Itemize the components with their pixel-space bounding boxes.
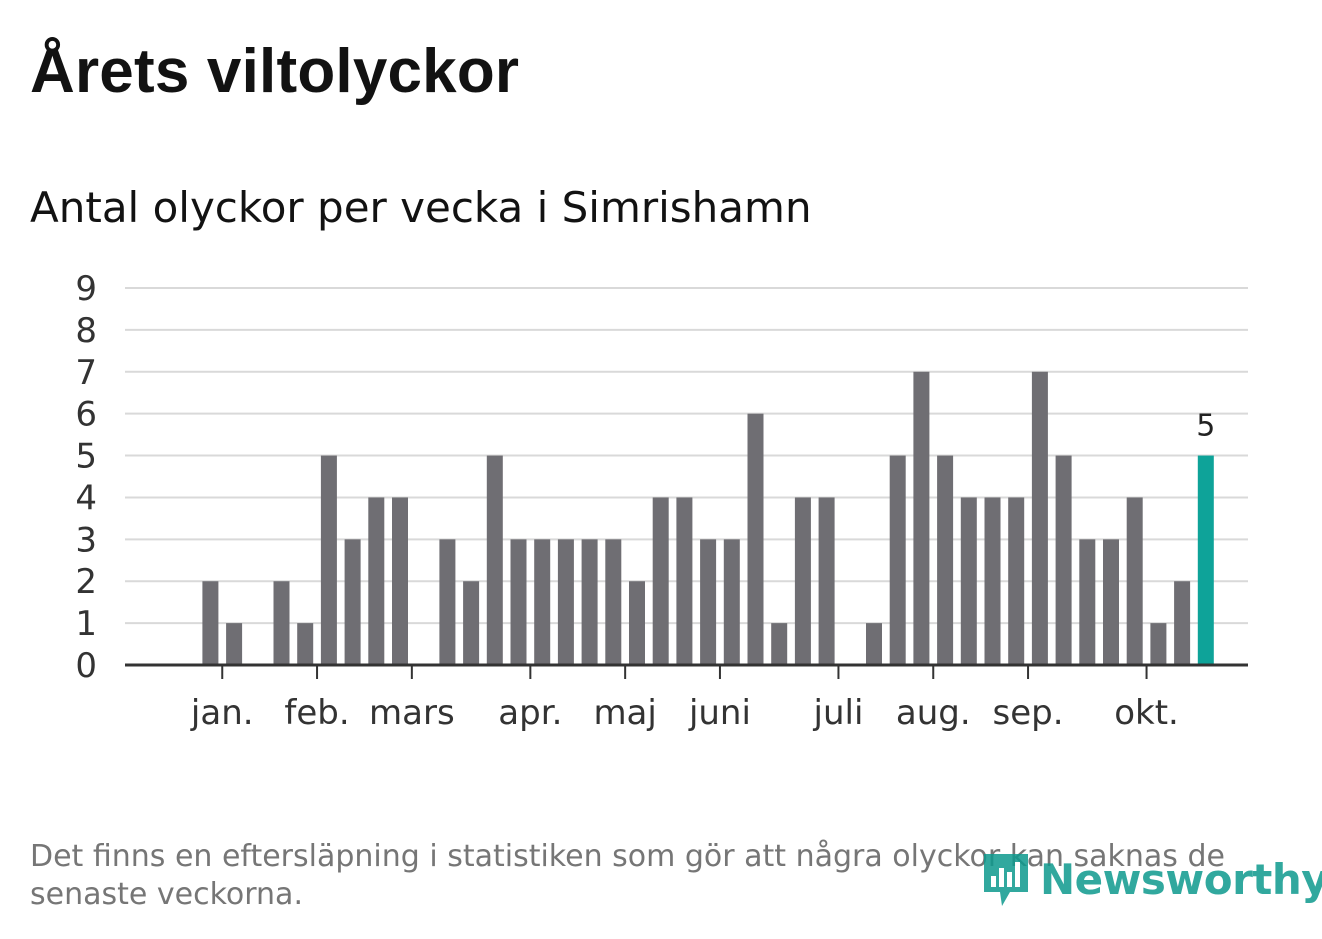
bar — [1055, 455, 1072, 665]
data-labels: 5 — [1196, 409, 1215, 444]
bar-highlighted — [1197, 455, 1214, 665]
logo-text: Newsworthy — [1040, 854, 1322, 904]
x-tick-label: okt. — [1114, 693, 1179, 733]
bar — [226, 623, 243, 665]
bar — [1174, 581, 1191, 665]
x-tick-label: apr. — [498, 693, 562, 733]
bar — [486, 455, 503, 665]
y-tick-label: 2 — [75, 562, 97, 602]
bar — [700, 539, 717, 665]
x-axis-ticks: jan. feb. mars apr. maj juni juli aug. sep. okt. — [190, 665, 1179, 733]
bar — [960, 497, 977, 665]
bar — [913, 371, 930, 665]
bar — [984, 497, 1001, 665]
x-tick-label: jan. — [190, 693, 254, 733]
x-tick-label: juni — [688, 693, 751, 733]
bar — [557, 539, 574, 665]
y-tick-label: 9 — [75, 269, 97, 309]
y-tick-label: 6 — [75, 395, 97, 435]
newsworthy-logo: Newsworthy — [980, 848, 1322, 910]
bar — [1031, 371, 1048, 665]
bar — [629, 581, 645, 665]
bar — [818, 497, 835, 665]
bar — [320, 455, 337, 665]
x-tick-label: mars — [369, 693, 455, 733]
chart-title: Årets viltolyckor — [30, 37, 520, 106]
bar — [1008, 497, 1025, 665]
y-tick-label: 0 — [75, 646, 97, 686]
bar — [510, 539, 527, 665]
bar — [652, 497, 669, 665]
bar — [747, 413, 764, 665]
bar — [866, 623, 882, 665]
bar — [534, 539, 551, 665]
y-tick-label: 3 — [75, 520, 97, 560]
y-tick-label: 5 — [75, 437, 97, 477]
y-tick-label: 7 — [75, 353, 97, 393]
bar — [723, 539, 740, 665]
x-tick-label: juli — [813, 693, 864, 733]
bar — [581, 539, 598, 665]
bar-chart-speech-icon — [984, 854, 1028, 906]
bar — [937, 455, 954, 665]
bar — [297, 623, 314, 665]
bar — [1126, 497, 1143, 665]
x-tick-label: sep. — [993, 693, 1064, 733]
x-tick-label: maj — [593, 693, 656, 733]
bars — [202, 371, 1214, 665]
bar — [392, 497, 408, 665]
bar — [605, 539, 622, 665]
y-tick-label: 8 — [75, 311, 97, 351]
bar — [439, 539, 456, 665]
bar — [463, 581, 480, 665]
bar — [676, 497, 693, 665]
bar — [1150, 623, 1167, 665]
bar-value-label: 5 — [1196, 409, 1215, 444]
bar — [273, 581, 290, 665]
bar — [202, 581, 219, 665]
bar — [1103, 539, 1119, 665]
y-tick-label: 4 — [75, 478, 97, 518]
x-tick-label: aug. — [896, 693, 971, 733]
chart-subtitle: Antal olyckor per vecka i Simrishamn — [30, 183, 812, 232]
bar — [1079, 539, 1096, 665]
bar — [771, 623, 788, 665]
bar — [344, 539, 361, 665]
bar — [368, 497, 385, 665]
bar — [794, 497, 811, 665]
bar — [889, 455, 906, 665]
y-tick-label: 1 — [75, 604, 97, 644]
x-tick-label: feb. — [284, 693, 349, 733]
